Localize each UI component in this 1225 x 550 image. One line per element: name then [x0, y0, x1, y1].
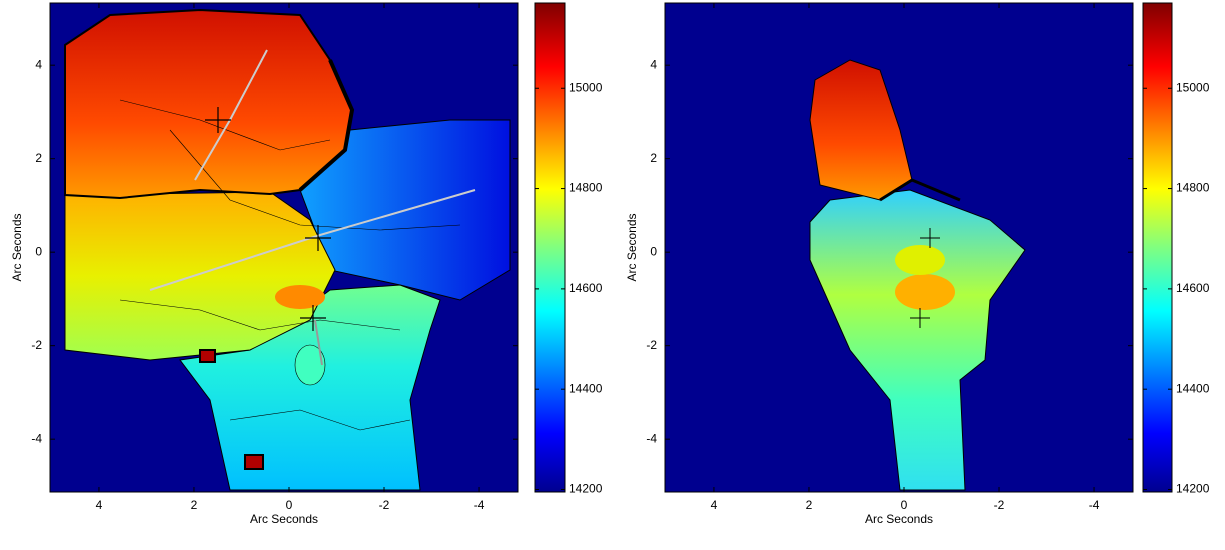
x-tick-label: -2 [994, 498, 1005, 512]
colorbar-tick-label: 14400 [569, 381, 603, 395]
y-tick-label: 0 [650, 244, 657, 258]
x-tick-label: 2 [191, 498, 198, 512]
x-tick-label: 0 [901, 498, 908, 512]
colorbar-tick-label: 14600 [1176, 281, 1210, 295]
y-tick-label: 4 [650, 57, 657, 71]
colorbar-tick-label: 14200 [1176, 482, 1210, 496]
colorbar-tick-label: 15000 [569, 80, 603, 94]
colorbar [534, 2, 566, 493]
y-tick-label: -4 [31, 431, 42, 445]
y-axis-label: Arc Seconds [625, 213, 639, 281]
x-tick-label: 2 [806, 498, 813, 512]
colorbar-tick-label: 14400 [1176, 381, 1210, 395]
y-tick-label: 0 [35, 244, 42, 258]
colorbar-tick-label: 14600 [569, 281, 603, 295]
colorbar-tick-label: 14200 [569, 482, 603, 496]
colorbar-tick-label: 15000 [1176, 80, 1210, 94]
y-axis-label: Arc Seconds [10, 213, 24, 281]
x-tick-label: 4 [711, 498, 718, 512]
axes-frame [49, 2, 519, 493]
y-tick-label: -2 [31, 338, 42, 352]
colorbar-tick-label: 14800 [569, 181, 603, 195]
x-tick-label: 4 [96, 498, 103, 512]
x-axis-label: Arc Seconds [250, 512, 318, 526]
y-tick-label: -2 [646, 338, 657, 352]
colorbar-tick-label: 14800 [1176, 181, 1210, 195]
x-tick-label: -4 [1089, 498, 1100, 512]
x-axis-label: Arc Seconds [865, 512, 933, 526]
y-tick-label: 2 [35, 151, 42, 165]
y-tick-label: 2 [650, 151, 657, 165]
x-tick-label: -4 [474, 498, 485, 512]
velocity-map-right [665, 3, 1133, 492]
axes-frame [664, 2, 1134, 493]
y-tick-label: 4 [35, 57, 42, 71]
x-tick-label: -2 [379, 498, 390, 512]
y-tick-label: -4 [646, 431, 657, 445]
x-tick-label: 0 [286, 498, 293, 512]
colorbar [1142, 2, 1173, 493]
velocity-map-left [50, 3, 518, 492]
